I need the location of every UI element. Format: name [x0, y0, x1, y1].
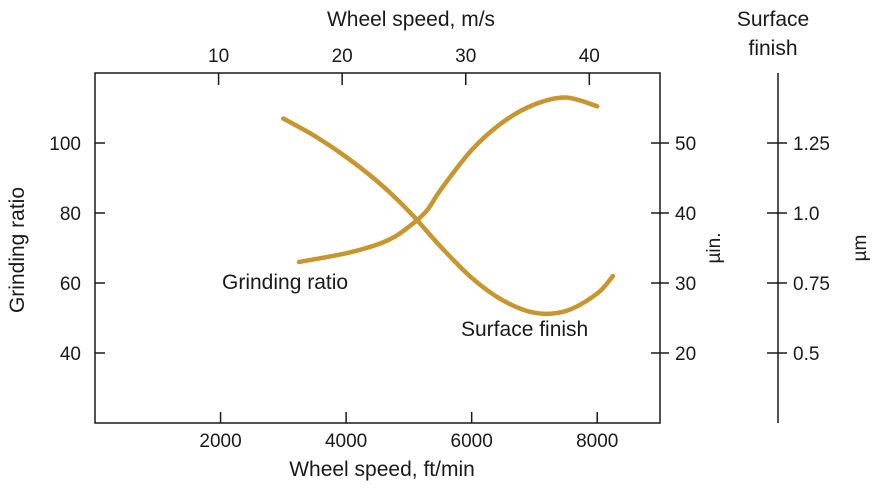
y-tick-label: 80 [60, 204, 81, 225]
surface-finish-title-line1: Surface [737, 8, 809, 31]
y-right-outer-tick-label: 0.75 [793, 274, 830, 295]
x-top-tick-label: 40 [579, 46, 600, 67]
curves [281, 95, 616, 317]
y-right-inner-tick-label: 20 [675, 344, 696, 365]
y-right-inner-tick-label: 40 [675, 204, 696, 225]
y-tick-label: 100 [49, 134, 81, 155]
series-label-surface-finish: Surface finish [461, 318, 588, 341]
y-tick-label: 40 [60, 344, 81, 365]
right-outer-unit-label: µm [850, 235, 871, 262]
x-tick-label: 4000 [325, 431, 367, 452]
x-tick-label: 8000 [576, 431, 618, 452]
tick-labels: 2000 4000 6000 8000 10 20 30 40 40 60 80 100 20 30 40 5… [49, 46, 830, 452]
x-top-axis-title: Wheel speed, m/s [327, 8, 495, 31]
y-right-outer-tick-label: 0.5 [793, 344, 819, 365]
y-right-inner-tick-label: 50 [675, 134, 696, 155]
x-top-tick-label: 20 [332, 46, 353, 67]
grinding-ratio-line [296, 95, 600, 265]
x-axis-title: Wheel speed, ft/min [289, 458, 475, 481]
x-tick-label: 6000 [451, 431, 493, 452]
y-right-outer-tick-label: 1.25 [793, 134, 830, 155]
y-axis-title: Grinding ratio [6, 187, 29, 313]
y-right-outer-tick-label: 1.0 [793, 204, 819, 225]
right-inner-unit-label: µin. [704, 232, 725, 263]
ticks [95, 73, 787, 423]
plot-frame [94, 72, 661, 424]
x-top-tick-label: 30 [455, 46, 476, 67]
surface-finish-title-line2: finish [748, 37, 797, 60]
y-tick-label: 60 [60, 274, 81, 295]
y-right-inner-tick-label: 30 [675, 274, 696, 295]
x-top-tick-label: 10 [208, 46, 229, 67]
series-label-grinding-ratio: Grinding ratio [222, 271, 348, 294]
surface-finish-line [281, 116, 616, 317]
x-tick-label: 2000 [199, 431, 241, 452]
